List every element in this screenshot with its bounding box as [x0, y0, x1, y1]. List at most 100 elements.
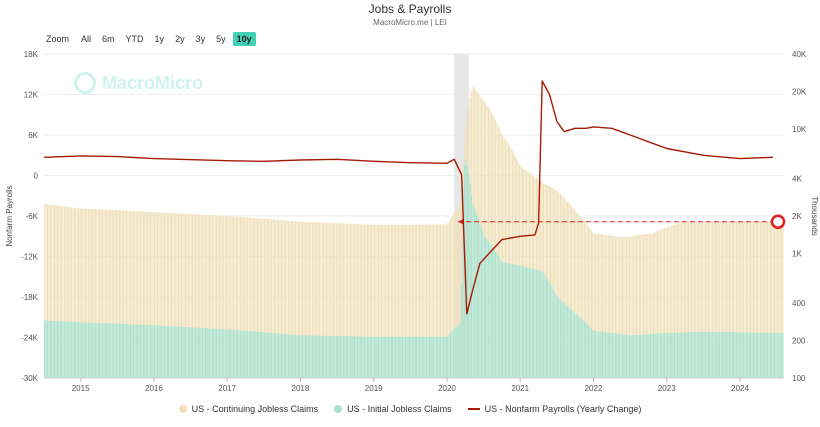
continuing-claims-bar: [416, 224, 418, 378]
initial-claims-bar: [49, 320, 51, 378]
continuing-claims-bar: [568, 202, 570, 378]
range-button-5y[interactable]: 5y: [216, 34, 226, 44]
continuing-claims-bar: [392, 224, 394, 378]
range-button-all[interactable]: All: [81, 34, 92, 44]
initial-claims-bar: [535, 269, 537, 378]
continuing-claims-bar: [369, 224, 371, 378]
continuing-claims-bar: [342, 223, 344, 378]
initial-claims-bar: [775, 332, 777, 378]
range-button-1y[interactable]: 1y: [154, 34, 165, 44]
initial-claims-bar: [386, 336, 388, 378]
continuing-claims-bar: [606, 235, 608, 378]
initial-claims-bar: [237, 330, 239, 378]
range-button-10y[interactable]: 10y: [232, 32, 256, 46]
continuing-claims-bar: [727, 222, 729, 378]
initial-claims-bar: [637, 334, 639, 378]
initial-claims-bar: [534, 269, 536, 378]
continuing-claims-bar: [135, 211, 137, 378]
legend-item-payrolls[interactable]: US - Nonfarm Payrolls (Yearly Change): [467, 404, 641, 414]
continuing-claims-bar: [607, 235, 609, 378]
initial-claims-bar: [338, 336, 340, 378]
initial-claims-bar: [335, 335, 337, 378]
initial-claims-bar: [488, 241, 490, 378]
continuing-claims-bar: [211, 215, 213, 378]
initial-claims-bar: [623, 334, 625, 378]
initial-claims-bar: [765, 332, 767, 378]
legend-item-continuing[interactable]: US - Continuing Jobless Claims: [178, 404, 319, 414]
continuing-claims-bar: [124, 210, 126, 378]
continuing-claims-bar: [359, 224, 361, 378]
continuing-claims-bar: [585, 222, 587, 378]
legend-label: US - Continuing Jobless Claims: [191, 404, 319, 414]
continuing-claims-bar: [430, 224, 432, 378]
range-button-6m[interactable]: 6m: [102, 34, 115, 44]
initial-claims-bar: [231, 329, 233, 378]
initial-claims-bar: [416, 336, 418, 378]
initial-claims-bar: [149, 325, 151, 378]
initial-claims-bar: [702, 331, 704, 378]
continuing-claims-bar: [77, 208, 80, 378]
initial-claims-bar: [161, 325, 163, 378]
continuing-claims-bar: [716, 222, 718, 378]
initial-claims-bar: [668, 332, 670, 378]
continuing-claims-bar: [626, 236, 628, 378]
continuing-claims-bar: [610, 235, 612, 378]
continuing-claims-bar: [139, 211, 142, 378]
initial-claims-bar: [371, 336, 373, 378]
initial-claims-bar: [628, 335, 630, 378]
chart-svg[interactable]: 18K 12K 6K 0 -6K -12K -18K -24K -30K 40K 20K 10K 4K 2…: [0, 0, 820, 400]
continuing-claims-bar: [324, 222, 326, 378]
continuing-claims-bar: [203, 214, 205, 378]
continuing-claims-bar: [59, 205, 61, 378]
continuing-claims-bar: [199, 214, 201, 378]
continuing-claims-bar: [423, 224, 425, 378]
initial-claims-bar: [293, 334, 295, 378]
continuing-claims-bar: [123, 210, 125, 378]
range-button-3y[interactable]: 3y: [195, 34, 206, 44]
y-right-tick-label: 10K: [792, 125, 807, 134]
continuing-claims-bar: [303, 221, 305, 378]
continuing-claims-bar: [586, 224, 588, 378]
continuing-claims-bar: [162, 212, 164, 378]
legend-item-initial[interactable]: US - Initial Jobless Claims: [334, 404, 452, 414]
range-button-2y[interactable]: 2y: [175, 34, 185, 44]
initial-claims-bar: [712, 331, 714, 378]
continuing-claims-bar: [503, 137, 505, 378]
initial-claims-bar: [247, 331, 249, 378]
continuing-claims-bar: [744, 222, 746, 378]
initial-claims-bar: [681, 332, 683, 378]
initial-claims-bar: [489, 243, 491, 378]
continuing-claims-bar: [178, 213, 180, 378]
continuing-claims-bar: [662, 228, 664, 378]
initial-claims-bar: [541, 271, 543, 378]
initial-claims-bar: [44, 320, 46, 378]
initial-claims-bar: [48, 320, 50, 378]
continuing-claims-bar: [148, 211, 150, 378]
initial-claims-bar: [719, 332, 721, 378]
initial-claims-bar: [418, 336, 421, 378]
initial-claims-bar: [461, 283, 463, 378]
reference-arrow-icon: [457, 218, 464, 225]
continuing-claims-bar: [197, 214, 199, 378]
continuing-claims-bar: [292, 221, 294, 378]
range-button-ytd[interactable]: YTD: [125, 34, 144, 44]
initial-claims-bar: [172, 326, 174, 378]
continuing-claims-bar: [427, 224, 429, 378]
continuing-claims-bar: [85, 208, 87, 378]
initial-claims-bar: [716, 331, 718, 378]
y-right-tick-label: 400: [792, 299, 806, 308]
initial-claims-bar: [178, 326, 180, 378]
continuing-claims-bar: [251, 217, 253, 378]
continuing-claims-bar: [721, 222, 723, 378]
continuing-claims-bar: [244, 217, 246, 378]
initial-claims-bar: [151, 325, 153, 378]
initial-claims-bar: [52, 320, 54, 378]
initial-claims-bar: [455, 327, 457, 378]
continuing-claims-bar: [596, 233, 598, 378]
y-left-tick-label: 0: [34, 172, 39, 181]
initial-claims-bar: [555, 295, 557, 378]
continuing-claims-bar: [209, 215, 211, 378]
initial-claims-bar: [396, 336, 398, 378]
y-right-tick-label: 100: [792, 374, 806, 383]
continuing-claims-bar: [204, 214, 206, 378]
